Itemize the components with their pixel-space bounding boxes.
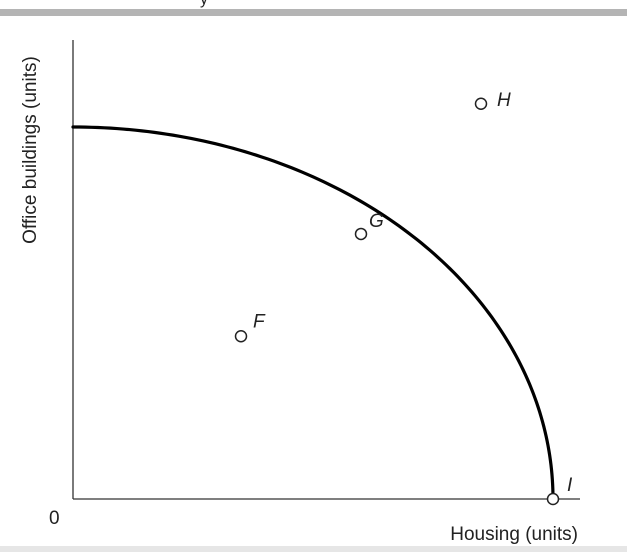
origin-label: 0	[49, 508, 60, 529]
point-i-marker	[546, 492, 560, 506]
bottom-divider	[0, 546, 627, 552]
top-banner: y	[0, 0, 627, 16]
points-layer: F G H I	[234, 90, 573, 506]
point-h-marker	[474, 97, 488, 110]
point-g-marker	[354, 227, 368, 241]
y-axis-label: Office buildings (units)	[20, 56, 41, 244]
point-g-label: G	[369, 211, 384, 232]
x-axis-label: Housing (units)	[450, 524, 578, 545]
point-f-marker	[234, 330, 248, 343]
top-divider	[0, 9, 627, 16]
point-f-label: F	[253, 311, 266, 332]
ppf-curve	[71, 125, 555, 501]
cropped-header-text: y	[200, 0, 208, 9]
point-i-label: I	[567, 475, 573, 496]
point-h-label: H	[497, 90, 511, 111]
